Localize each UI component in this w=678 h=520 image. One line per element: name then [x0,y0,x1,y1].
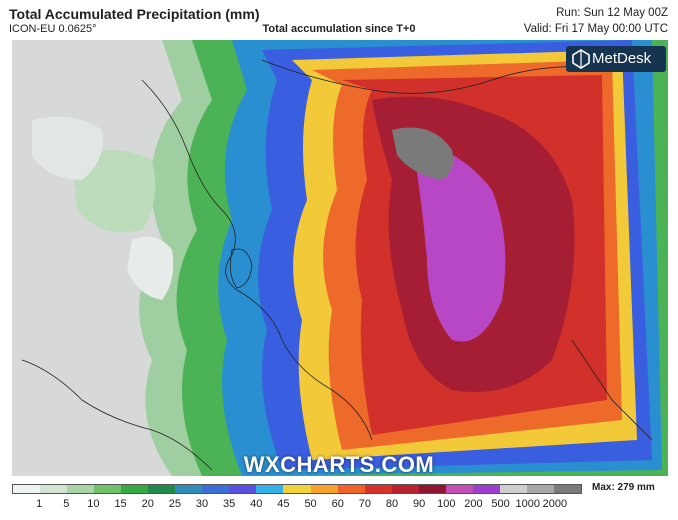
legend-tick-label: 100 [437,498,456,510]
legend-color-segment [229,485,257,493]
legend-colorbar [12,484,582,494]
legend-tick-label: 60 [331,498,344,510]
legend-tick-label: 80 [385,498,399,510]
legend-color-segment [499,485,527,493]
map-canvas [12,40,668,476]
coastlines [21,59,653,471]
legend-color-segment [310,485,338,493]
legend-color-segment [256,485,284,493]
legend-tick-label: 200 [464,498,483,510]
legend-tick-label: 35 [223,498,236,510]
precip-field [32,40,668,476]
legend-color-segment [445,485,473,493]
legend-tick-label: 5 [63,498,70,510]
color-legend: 1 5 10 15 20 25 30 35 40 45 50 60 70 80 90 100 200 500 100… [0,476,678,520]
legend-tick-label: 15 [114,498,127,510]
legend-color-segment [121,485,149,493]
legend-tick-label: 1 [36,498,43,510]
chart-header: Total Accumulated Precipitation (mm) ICO… [0,0,678,40]
legend-color-segment [40,485,68,493]
legend-color-segment [553,485,581,493]
legend-color-segment [94,485,122,493]
legend-color-segment [283,485,311,493]
logo-mark-icon [572,49,590,69]
legend-tick-label: 500 [491,498,510,510]
legend-color-segment [391,485,419,493]
legend-color-segment [148,485,176,493]
watermark: WXCHARTS.COM [243,452,435,477]
legend-tick-label: 25 [168,498,181,510]
legend-tick-label: 90 [413,498,426,510]
chart-title: Total Accumulated Precipitation (mm) [9,6,260,22]
legend-tick-label: 20 [141,498,154,510]
legend-color-segment [67,485,95,493]
precipitation-map [12,40,668,476]
legend-color-segment [418,485,446,493]
valid-time: Valid: Fri 17 May 00:00 UTC [523,23,668,35]
legend-tick-label: 45 [277,498,290,510]
legend-tick-label: 50 [304,498,317,510]
legend-color-segment [13,485,41,493]
legend-color-segment [364,485,392,493]
legend-tick-label: 30 [195,498,209,510]
legend-color-segment [526,485,554,493]
legend-color-segment [337,485,365,493]
model-name: ICON-EU 0.0625° [9,23,97,35]
legend-tick-label: 40 [250,498,263,510]
legend-color-segment [175,485,203,493]
metdesk-logo: MetDesk [566,46,666,72]
legend-color-segment [202,485,230,493]
legend-tick-labels: 1 5 10 15 20 25 30 35 40 45 50 60 70 80 90 100 200 500 100… [12,498,582,512]
run-time: Run: Sun 12 May 00Z [556,7,668,19]
legend-tick-label: 2000 [542,498,568,510]
chart-subtitle: Total accumulation since T+0 [262,23,416,35]
legend-max-label: Max: 279 mm [592,482,655,493]
logo-text: MetDesk [592,50,652,67]
legend-tick-label: 70 [358,498,371,510]
legend-tick-label: 10 [87,498,100,510]
legend-color-segment [472,485,500,493]
legend-tick-label: 1000 [515,498,540,510]
